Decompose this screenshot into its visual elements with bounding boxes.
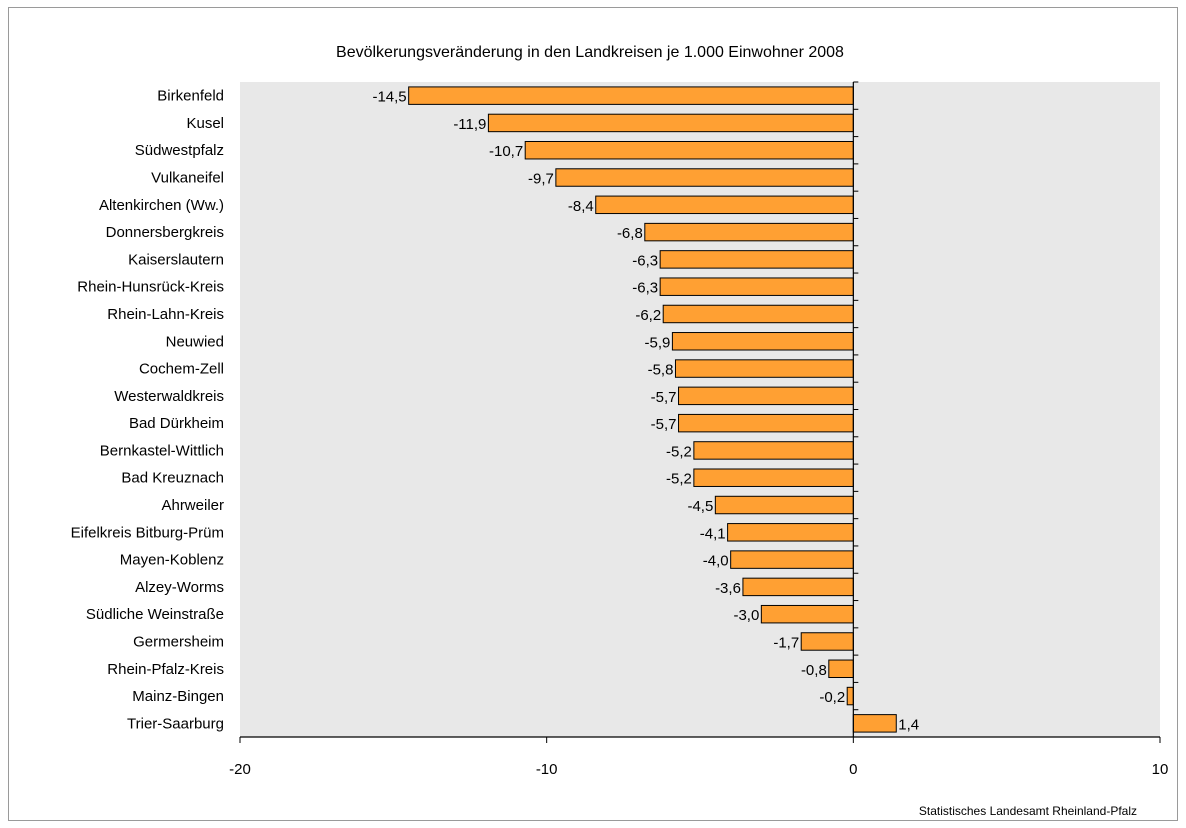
category-label: Südwestpfalz bbox=[135, 142, 224, 159]
x-tick-label: 0 bbox=[849, 761, 857, 778]
value-label: -5,8 bbox=[648, 362, 674, 379]
x-tick-label: 10 bbox=[1152, 761, 1169, 778]
bar bbox=[678, 386, 854, 406]
x-tick-label: -20 bbox=[229, 761, 251, 778]
value-label: -0,8 bbox=[801, 662, 827, 679]
bar bbox=[693, 468, 854, 487]
bar bbox=[671, 332, 854, 351]
bar bbox=[524, 140, 854, 160]
bar bbox=[662, 304, 854, 324]
value-label: -8,4 bbox=[568, 198, 594, 215]
value-label: -4,0 bbox=[703, 553, 729, 570]
bar bbox=[555, 168, 854, 187]
category-label: Birkenfeld bbox=[157, 88, 224, 105]
bar bbox=[595, 195, 854, 215]
bar bbox=[408, 86, 854, 105]
x-tick-label: -10 bbox=[536, 761, 558, 778]
value-label: -6,2 bbox=[635, 307, 661, 324]
category-label: Rhein-Pfalz-Kreis bbox=[107, 661, 224, 678]
axes-group: -20 -10 0 10 bbox=[229, 81, 1169, 778]
category-label: Altenkirchen (Ww.) bbox=[99, 197, 224, 214]
value-label: -4,1 bbox=[700, 525, 726, 542]
value-label: -9,7 bbox=[528, 171, 554, 188]
bar bbox=[659, 277, 854, 296]
bar bbox=[693, 441, 854, 460]
value-label: -11,9 bbox=[453, 116, 486, 133]
category-label: Donnersbergkreis bbox=[106, 224, 224, 241]
value-label: -14,5 bbox=[372, 89, 406, 106]
bar bbox=[674, 359, 854, 378]
category-label: Alzey-Worms bbox=[135, 579, 224, 596]
category-label: Bad Kreuznach bbox=[121, 470, 224, 487]
category-label: Vulkaneifel bbox=[151, 170, 224, 187]
value-label: -5,7 bbox=[651, 416, 677, 433]
category-label: Mainz-Bingen bbox=[132, 688, 224, 705]
category-label: Germersheim bbox=[133, 633, 224, 650]
value-label: -10,7 bbox=[489, 143, 523, 160]
category-label: Cochem-Zell bbox=[139, 361, 224, 378]
category-label: Südliche Weinstraße bbox=[86, 606, 224, 623]
value-label: -6,8 bbox=[617, 225, 643, 242]
value-label: -1,7 bbox=[773, 634, 799, 651]
category-label: Eifelkreis Bitburg-Prüm bbox=[71, 524, 224, 541]
bar bbox=[852, 714, 897, 733]
value-label: -5,2 bbox=[666, 443, 692, 460]
category-label: Bernkastel-Wittlich bbox=[100, 442, 224, 459]
source-note: Statistisches Landesamt Rheinland-Pfalz bbox=[919, 804, 1137, 818]
category-label: Kusel bbox=[186, 115, 224, 132]
category-label: Rhein-Lahn-Kreis bbox=[107, 306, 224, 323]
value-label: -6,3 bbox=[632, 280, 658, 297]
value-label: -3,0 bbox=[733, 607, 759, 624]
value-label: 1,4 bbox=[898, 716, 919, 733]
bar bbox=[487, 113, 854, 133]
category-label: Trier-Saarburg bbox=[127, 715, 224, 732]
plot-area bbox=[240, 82, 1160, 737]
category-label: Westerwaldkreis bbox=[114, 388, 224, 405]
value-label: -5,9 bbox=[645, 334, 671, 351]
category-label: Bad Dürkheim bbox=[129, 415, 224, 432]
bar bbox=[846, 686, 854, 706]
value-label: -3,6 bbox=[715, 580, 741, 597]
bar bbox=[730, 550, 854, 569]
bar bbox=[727, 523, 854, 542]
category-label: Mayen-Koblenz bbox=[120, 552, 224, 569]
bar bbox=[678, 413, 854, 433]
value-label: -5,7 bbox=[651, 389, 677, 406]
value-label: -5,2 bbox=[666, 471, 692, 488]
value-label: -4,5 bbox=[687, 498, 713, 515]
labels-group: Birkenfeld -14,5 Kusel -11,9 Südwestpfalz -10… bbox=[71, 88, 920, 734]
chart-title: Bevölkerungsveränderung in den Landkreis… bbox=[336, 44, 844, 61]
category-label: Ahrweiler bbox=[161, 497, 224, 514]
bar bbox=[800, 632, 854, 651]
bar bbox=[742, 577, 854, 597]
bar bbox=[714, 495, 854, 515]
category-label: Kaiserslautern bbox=[128, 251, 224, 268]
value-label: -0,2 bbox=[819, 689, 845, 706]
bar bbox=[828, 659, 854, 679]
bar bbox=[644, 222, 854, 242]
bar bbox=[760, 604, 854, 624]
value-label: -6,3 bbox=[632, 252, 658, 269]
bar bbox=[659, 250, 854, 269]
category-label: Neuwied bbox=[166, 333, 224, 350]
category-label: Rhein-Hunsrück-Kreis bbox=[77, 279, 224, 296]
